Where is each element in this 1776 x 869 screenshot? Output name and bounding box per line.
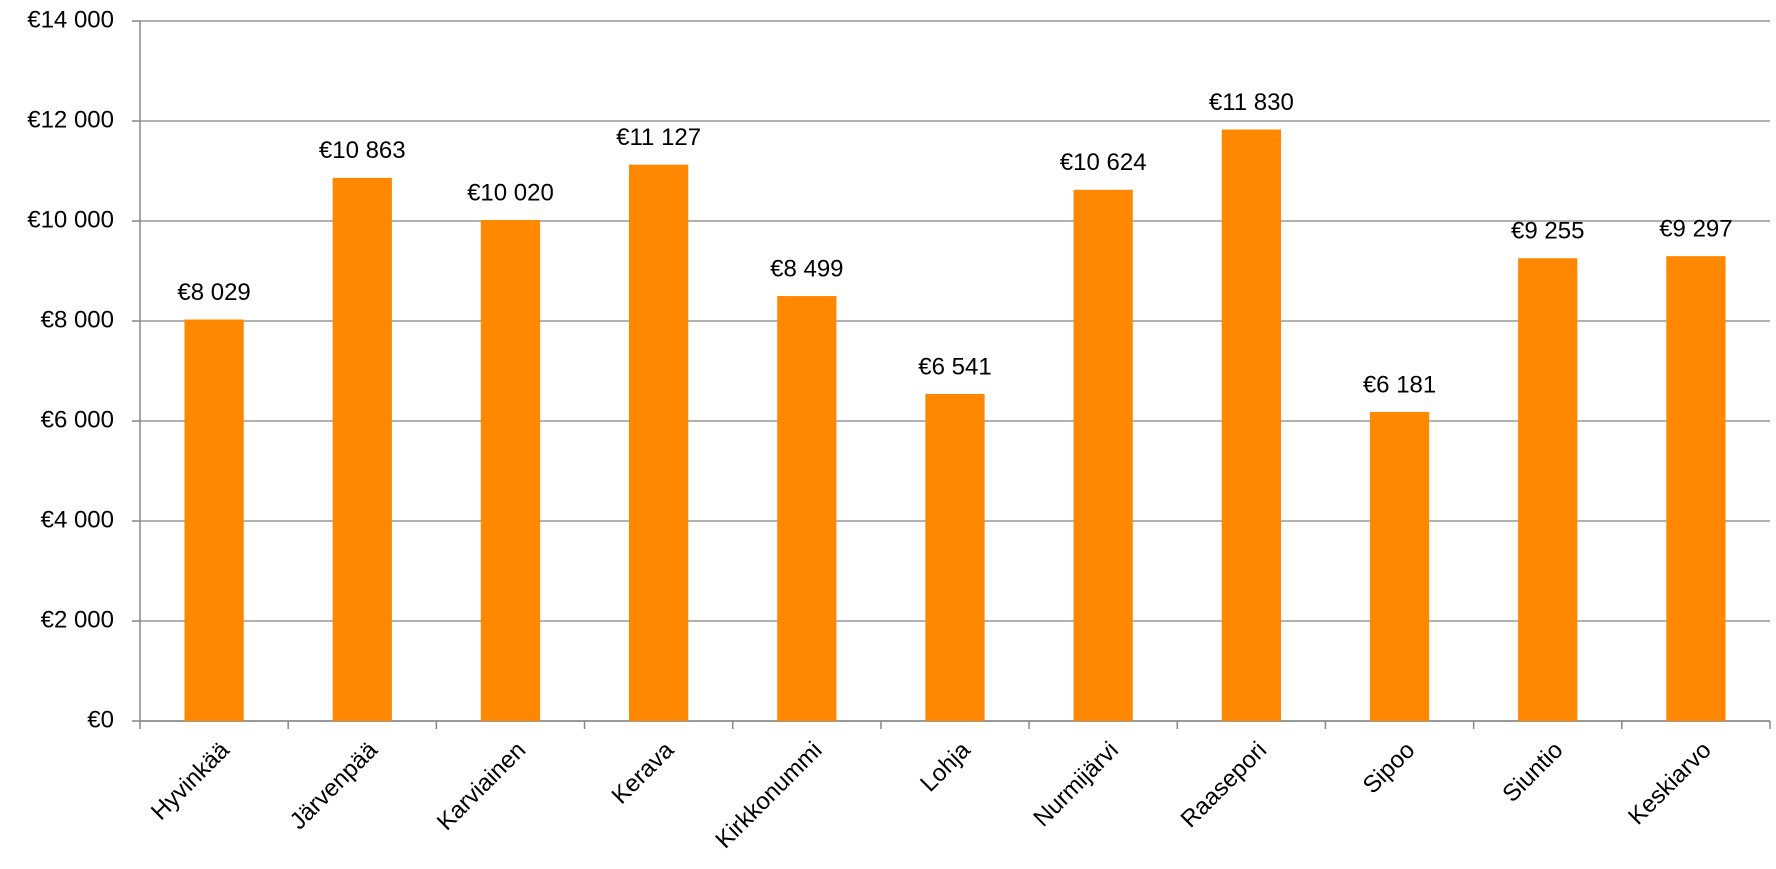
- data-label: €8 029: [177, 279, 250, 306]
- bar: [1369, 411, 1430, 721]
- bar: [629, 164, 689, 721]
- y-tick-label: €10 000: [27, 206, 114, 233]
- y-tick-label: €12 000: [27, 106, 114, 133]
- y-tick-label: €14 000: [27, 6, 114, 33]
- data-label: €6 541: [918, 353, 991, 380]
- y-tick-label: €4 000: [41, 506, 114, 533]
- bar: [1221, 129, 1281, 721]
- data-label: €9 297: [1659, 215, 1732, 242]
- x-tick-label: Kerava: [606, 736, 679, 809]
- x-tick-label: Hyvinkää: [146, 736, 235, 825]
- bar: [777, 296, 837, 721]
- x-tick-label: Kirkkonummi: [710, 737, 827, 854]
- data-label: €8 499: [770, 255, 843, 282]
- bar: [1518, 258, 1578, 721]
- data-label: €9 255: [1511, 218, 1584, 245]
- bar: [1666, 256, 1726, 721]
- bar: [480, 220, 541, 721]
- y-tick-label: €2 000: [41, 606, 114, 633]
- x-tick-label: Lohja: [915, 736, 976, 797]
- data-label: €10 863: [319, 137, 406, 164]
- bar: [184, 319, 244, 721]
- data-label: €6 181: [1363, 371, 1436, 398]
- x-tick-label: Raasepori: [1176, 737, 1272, 833]
- x-tick-label: Järvenpää: [285, 736, 384, 835]
- bar: [925, 393, 985, 721]
- data-label: €10 624: [1060, 149, 1147, 176]
- y-tick-label: €6 000: [41, 406, 114, 433]
- x-tick-label: Nurmijärvi: [1028, 737, 1123, 832]
- data-label: €10 020: [467, 179, 554, 206]
- bar: [332, 177, 392, 722]
- y-tick-label: €8 000: [41, 306, 114, 333]
- y-tick-label: €0: [87, 706, 114, 733]
- x-tick-label: Karviainen: [432, 737, 531, 836]
- x-tick-label: Keskiarvo: [1623, 737, 1717, 831]
- x-tick-label: Siuntio: [1497, 737, 1568, 808]
- data-label: €11 830: [1209, 89, 1294, 116]
- bar: [1073, 189, 1133, 722]
- x-tick-label: Sipoo: [1358, 737, 1421, 800]
- data-label: €11 127: [616, 124, 701, 151]
